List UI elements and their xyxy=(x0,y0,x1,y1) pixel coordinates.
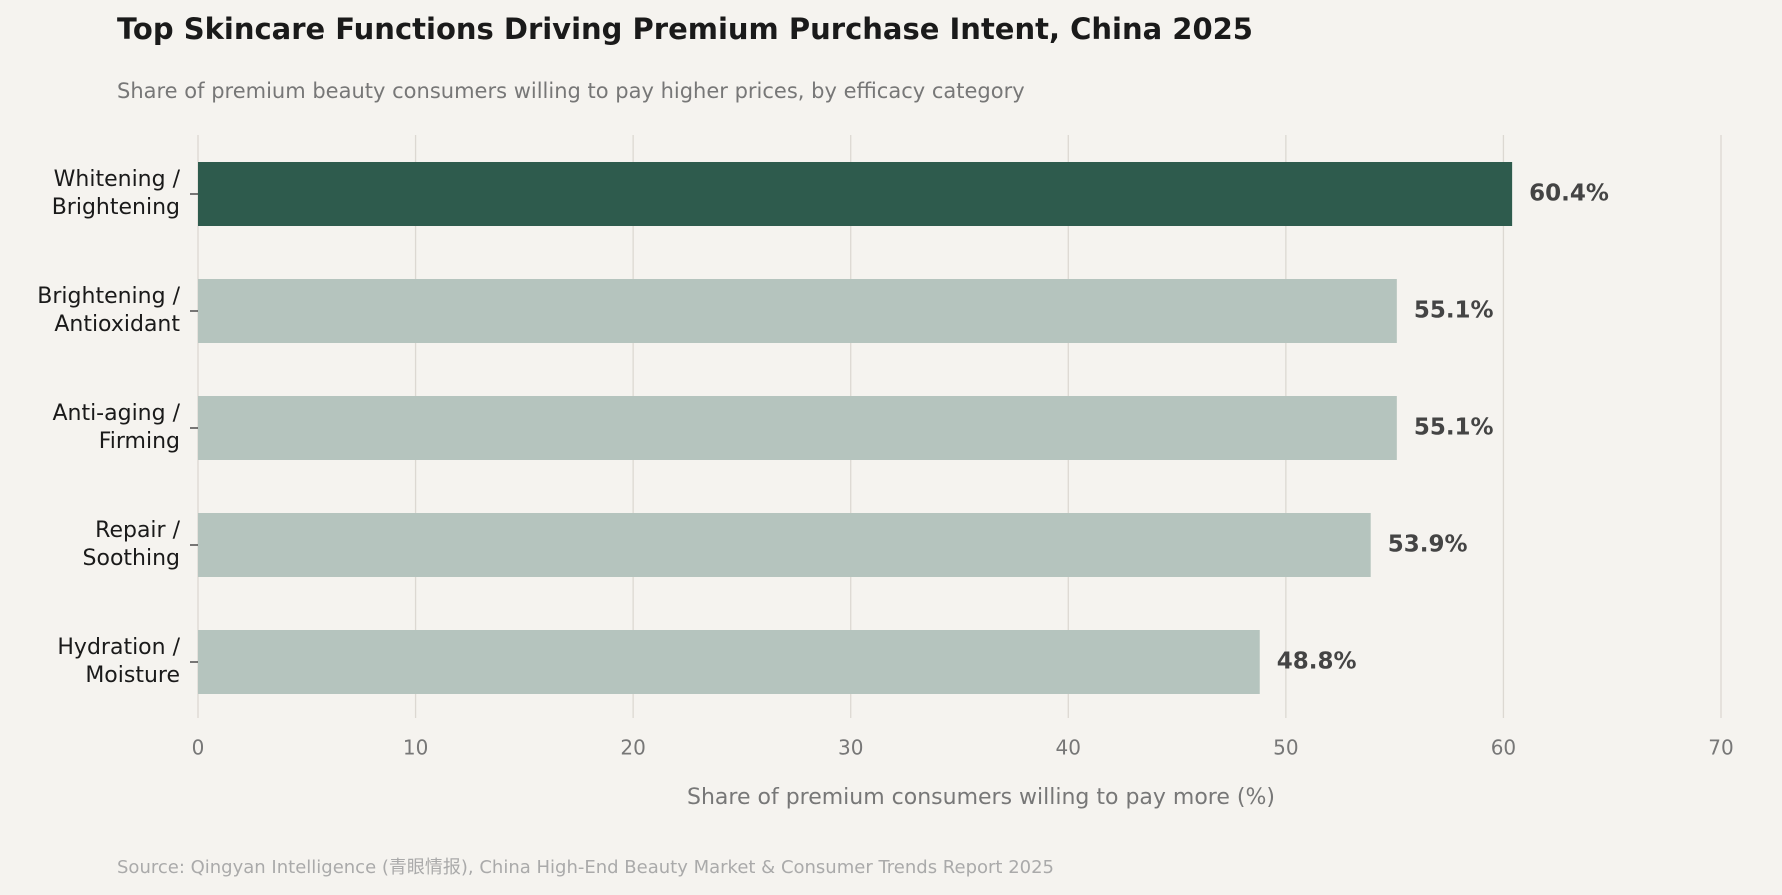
y-tick-label: Hydration / Moisture xyxy=(57,635,180,688)
x-tick-label: 50 xyxy=(1273,736,1298,760)
y-tick-label: Brightening / Antioxidant xyxy=(37,284,180,337)
value-label: 55.1% xyxy=(1414,415,1494,441)
bar xyxy=(198,279,1397,343)
x-tick-label: 70 xyxy=(1708,736,1733,760)
x-tick-label: 10 xyxy=(403,736,428,760)
value-label: 55.1% xyxy=(1414,298,1494,324)
y-tick-label: Whitening / Brightening xyxy=(51,167,180,220)
value-label: 60.4% xyxy=(1529,181,1609,207)
x-axis-label: Share of premium consumers willing to pa… xyxy=(687,785,1275,810)
x-tick-label: 40 xyxy=(1056,736,1081,760)
bar xyxy=(198,630,1260,694)
y-tick-label: Anti-aging / Firming xyxy=(52,401,180,454)
bar xyxy=(198,396,1397,460)
x-tick-label: 60 xyxy=(1491,736,1516,760)
x-tick-label: 20 xyxy=(620,736,645,760)
bar xyxy=(198,162,1513,226)
bar xyxy=(198,513,1371,577)
value-label: 48.8% xyxy=(1277,649,1357,675)
x-tick-label: 30 xyxy=(838,736,863,760)
chart-subtitle: Share of premium beauty consumers willin… xyxy=(117,79,1025,103)
value-label: 53.9% xyxy=(1388,532,1468,558)
source-note: Source: Qingyan Intelligence (青眼情报), Chi… xyxy=(117,857,1054,878)
chart-title: Top Skincare Functions Driving Premium P… xyxy=(117,12,1253,46)
x-tick-label: 0 xyxy=(192,736,205,760)
y-tick-label: Repair / Soothing xyxy=(82,518,180,571)
